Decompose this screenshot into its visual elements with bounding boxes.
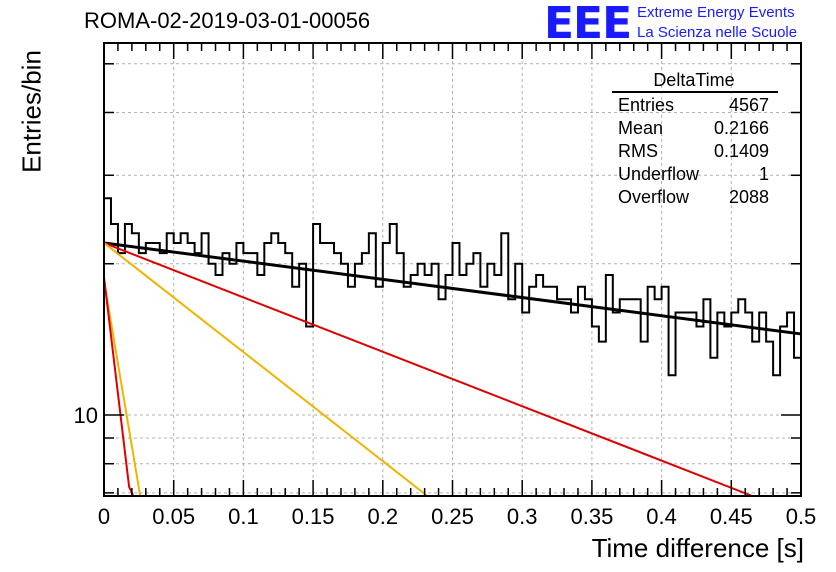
stats-label: RMS: [618, 141, 658, 161]
x-tick-label: 0.5: [786, 504, 817, 529]
fit-line: [103, 242, 753, 497]
stats-value: 1: [759, 164, 769, 184]
stats-label: Mean: [618, 118, 663, 138]
stats-value: 4567: [729, 95, 769, 115]
x-tick-label: 0.25: [431, 504, 474, 529]
stats-value: 2088: [729, 187, 769, 207]
y-axis-label: Entries/bin: [16, 50, 47, 173]
chart-title: ROMA-02-2019-03-01-00056: [84, 8, 371, 33]
stats-label: Underflow: [618, 164, 700, 184]
fit-line: [103, 242, 429, 497]
x-tick-label: 0.05: [152, 504, 195, 529]
x-tick-label: 0.4: [646, 504, 677, 529]
stats-title: DeltaTime: [653, 70, 734, 90]
histogram-series: [104, 197, 801, 377]
x-tick-label: 0.2: [368, 504, 399, 529]
stats-value: 0.2166: [714, 118, 769, 138]
stats-label: Entries: [618, 95, 674, 115]
y-tick-label: 10: [74, 403, 98, 428]
x-tick-label: 0.3: [507, 504, 538, 529]
x-tick-label: 0.45: [710, 504, 753, 529]
x-tick-label: 0: [98, 504, 110, 529]
x-tick-label: 0.15: [292, 504, 335, 529]
x-tick-label: 0.1: [228, 504, 259, 529]
fit-line: [103, 280, 142, 497]
logo-subtitle-1: Extreme Energy Events: [637, 4, 795, 21]
fit-line: [103, 241, 802, 336]
stats-value: 0.1409: [714, 141, 769, 161]
stats-label: Overflow: [618, 187, 690, 207]
x-axis-label: Time difference [s]: [591, 533, 804, 563]
logo-subtitle-2: La Scienza nelle Scuole: [637, 24, 798, 41]
eee-logo: EEE: [544, 0, 632, 49]
x-tick-label: 0.35: [570, 504, 613, 529]
